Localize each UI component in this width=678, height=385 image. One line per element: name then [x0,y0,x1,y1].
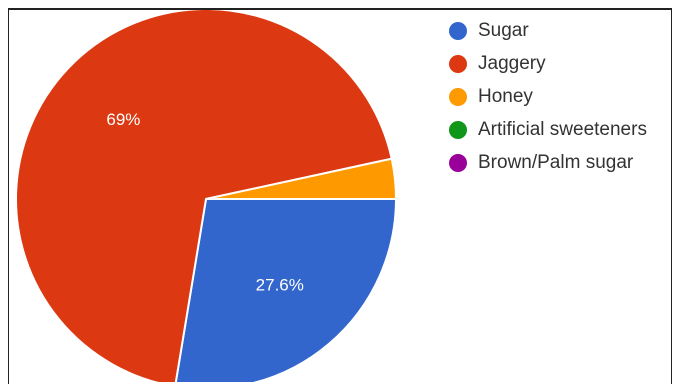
pie-slice-jaggery [15,10,393,382]
legend-swatch-jaggery [449,54,467,73]
legend-swatch-artificial-sweeteners [449,120,467,139]
legend-label-honey: Honey [478,85,533,107]
pie-slice-honey [205,157,398,200]
chart-frame: 27.6% 69% Sugar Jaggery Honey Artificial … [8,8,672,384]
legend-item-brown-palm-sugar: Brown/Palm sugar [449,146,647,179]
legend-label-jaggery: Jaggery [478,52,546,74]
pie-chart: 27.6% 69% [15,10,398,382]
legend-label-artificial-sweeteners: Artificial sweeteners [478,118,647,140]
legend-label-brown-palm-sugar: Brown/Palm sugar [478,151,634,173]
pie-slice-sugar [174,198,398,382]
legend-item-jaggery: Jaggery [449,47,647,80]
legend-swatch-sugar [449,21,467,40]
data-label-sugar: 27.6% [256,275,304,294]
legend-label-sugar: Sugar [478,19,529,41]
legend-swatch-honey [449,87,467,106]
data-label-jaggery: 69% [106,110,140,129]
legend-swatch-brown-palm-sugar [449,153,467,172]
legend-item-honey: Honey [449,80,647,113]
legend: Sugar Jaggery Honey Artificial sweetener… [449,14,647,179]
legend-item-artificial-sweeteners: Artificial sweeteners [449,113,647,146]
legend-item-sugar: Sugar [449,14,647,47]
